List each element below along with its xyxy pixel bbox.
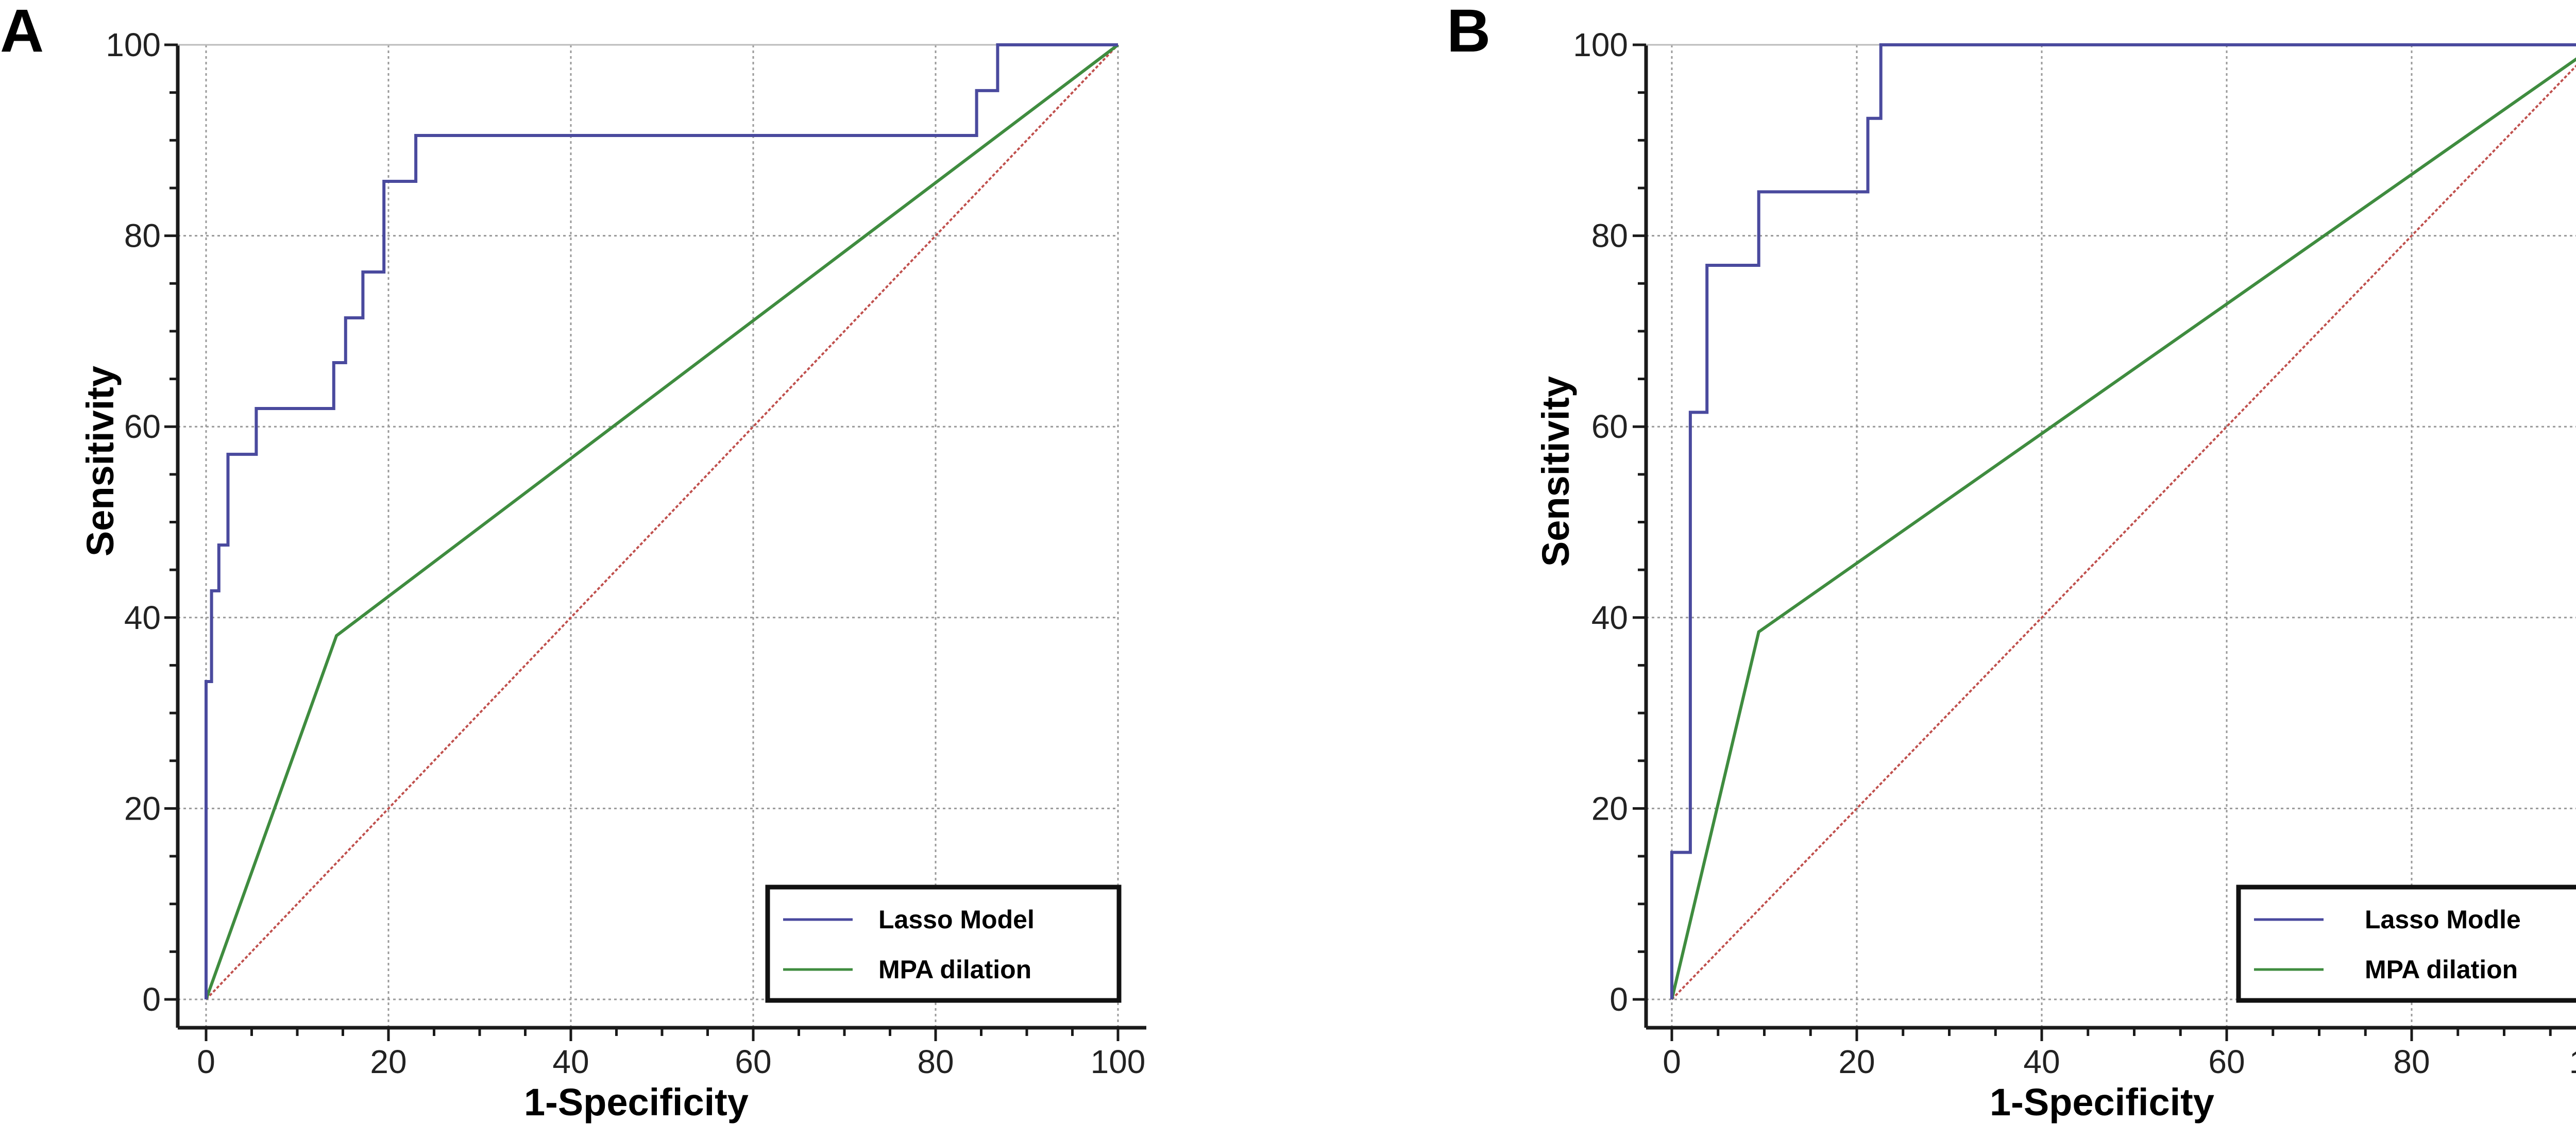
x-tick-label-20-a: 20 [370,1043,406,1080]
y-tick-label-100-a: 100 [106,26,161,63]
legend-label-lasso-a: Lasso Model [878,905,1035,934]
y-axis-title-a: Sensitivity [79,366,122,556]
x-axis-title-b: 1-Specificity [1990,1081,2214,1124]
plot-lines-a [205,43,1119,1000]
panel-b: B 0 20 40 60 80 100 0 20 40 60 80 100 1-Specificity… [1447,0,2576,1124]
lasso-curve-a [205,43,1118,999]
x-tick-label-60-a: 60 [735,1043,771,1080]
x-tick-label-100-b: 100 [2569,1043,2576,1080]
y-tick-label-40-b: 40 [1591,599,1628,636]
plot-lines-b [1670,43,2576,1000]
panel-letter-b: B [1447,0,1490,65]
y-tick-label-60-a: 60 [124,408,161,445]
panel-a: A 0 20 40 60 80 100 0 20 40 60 80 100 1-Specificity… [0,0,1146,1124]
x-axis-title-a: 1-Specificity [524,1081,749,1124]
legend-label-mpa-b: MPA dilation [2365,955,2518,984]
legend-label-mpa-a: MPA dilation [878,955,1031,984]
x-tick-label-40-b: 40 [2023,1043,2060,1080]
lasso-curve-b [1670,43,2576,999]
mpa-dilation-curve-a [205,43,1119,1000]
y-axis-title-b: Sensitivity [1534,376,1577,567]
x-tick-label-20-b: 20 [1838,1043,1875,1080]
x-tick-label-40-a: 40 [552,1043,589,1080]
legend-box-b [2236,885,2576,1003]
y-tick-label-20-b: 20 [1591,790,1628,827]
x-tick-label-0-b: 0 [1663,1043,1681,1080]
panel-letter-a: A [0,0,44,65]
y-tick-label-0-a: 0 [142,981,161,1018]
y-tick-label-100-b: 100 [1573,26,1628,63]
legend-a: Lasso Model MPA dilation [765,885,1122,1003]
legend-label-lasso-b: Lasso Modle [2365,905,2521,934]
x-tick-label-80-b: 80 [2393,1043,2430,1080]
reference-diagonal-b [1671,64,2576,1000]
y-tick-label-0-b: 0 [1609,981,1628,1018]
x-tick-label-60-b: 60 [2208,1043,2245,1080]
tick-marks-a: 0 20 40 60 80 100 0 20 40 60 80 100 [106,26,1145,1080]
x-tick-label-100-a: 100 [1091,1043,1146,1080]
reference-diagonal-a [205,44,1119,1000]
legend-b: Lasso Modle MPA dilation [2236,885,2576,1003]
y-tick-label-40-a: 40 [124,599,161,636]
tick-marks-b: 0 20 40 60 80 100 0 20 40 60 80 100 [1573,26,2576,1080]
x-tick-label-80-a: 80 [917,1043,954,1080]
y-tick-label-20-a: 20 [124,790,161,827]
y-tick-label-80-a: 80 [124,217,161,254]
legend-box-a [765,885,1122,1003]
mpa-dilation-curve-b [1670,57,2576,1000]
y-tick-label-60-b: 60 [1591,408,1628,445]
x-tick-label-0-a: 0 [197,1043,215,1080]
y-tick-label-80-b: 80 [1591,217,1628,254]
